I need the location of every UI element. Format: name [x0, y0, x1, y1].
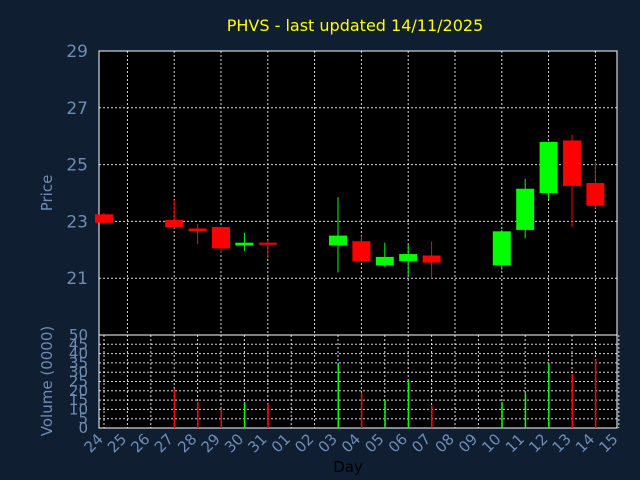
volume-bar	[337, 362, 339, 428]
day-tick-label: 30	[221, 430, 247, 456]
day-tick-label: 27	[151, 430, 177, 456]
day-tick-label: 03	[315, 430, 341, 456]
volume-bar	[360, 392, 363, 428]
volume-panel	[98, 334, 618, 429]
candle-body	[165, 219, 184, 228]
volume-tick-label: 5	[78, 410, 88, 428]
day-tick-label: 09	[455, 430, 481, 456]
day-tick-label: 02	[291, 430, 317, 456]
candle-body	[586, 183, 605, 206]
candle-body	[329, 235, 347, 246]
day-tick-label: 14	[572, 430, 598, 456]
price-tick-label: 21	[66, 269, 88, 289]
day-tick-label: 26	[127, 430, 153, 456]
volume-bar	[571, 374, 573, 428]
volume-bar	[267, 403, 269, 428]
day-tick-label: 05	[361, 430, 387, 456]
volume-bar	[431, 405, 433, 428]
candle-body	[539, 141, 558, 193]
day-tick-label: 01	[268, 430, 294, 456]
volume-bar	[197, 401, 199, 428]
price-tick-label: 27	[66, 99, 88, 119]
candle-body	[352, 241, 371, 262]
day-tick-label: 06	[385, 430, 411, 456]
price-tick-label: 23	[66, 212, 88, 232]
volume-bar	[384, 400, 386, 428]
candle-body	[492, 231, 511, 266]
candlestick-series	[95, 134, 605, 279]
candle-body	[258, 242, 277, 245]
candle-body	[212, 227, 230, 249]
volume-bar	[501, 401, 503, 428]
day-tick-label: 31	[244, 430, 270, 456]
price-axis-label: Price	[38, 175, 56, 212]
candle-body	[563, 140, 581, 186]
day-tick-label: 25	[104, 430, 130, 456]
volume-bar	[594, 359, 597, 428]
volume-bar	[173, 388, 176, 428]
day-tick-label: 11	[502, 430, 528, 456]
price-axis: 29 27 25 23 21	[66, 42, 88, 289]
day-tick-label: 04	[338, 430, 364, 456]
day-tick-label: 10	[478, 430, 504, 456]
candle-body	[516, 188, 535, 230]
candle-body	[188, 228, 207, 232]
candle-body	[235, 242, 254, 246]
day-axis-label: Day	[333, 458, 363, 476]
volume-bar	[220, 409, 222, 428]
day-tick-label: 15	[595, 430, 621, 456]
volume-tick-label: 25	[69, 373, 88, 391]
volume-tick-label: 10	[69, 400, 88, 418]
price-tick-label: 25	[66, 156, 88, 176]
volume-tick-label: 45	[69, 335, 88, 353]
volume-bar	[243, 401, 246, 428]
candle-body	[399, 254, 418, 262]
day-tick-label: 28	[174, 430, 200, 456]
volume-bar	[548, 362, 550, 428]
day-axis: 2425262728293031010203040506070809101112…	[81, 430, 622, 456]
volume-tick-label: 40	[69, 345, 88, 363]
day-tick-label: 08	[432, 430, 458, 456]
candle-body	[95, 214, 113, 223]
volume-tick-label: 15	[69, 391, 88, 409]
volume-tick-label: 0	[78, 419, 88, 437]
price-panel	[98, 50, 618, 336]
day-tick-label: 13	[549, 430, 575, 456]
volume-bar	[524, 392, 527, 428]
volume-tick-label: 30	[69, 363, 88, 381]
volume-axis-label: Volume (0000)	[38, 326, 56, 436]
volume-tick-label: 50	[69, 326, 88, 344]
volume-tick-label: 35	[69, 354, 88, 372]
day-tick-label: 29	[198, 430, 224, 456]
volume-tick-label: 20	[69, 382, 88, 400]
price-tick-label: 29	[66, 42, 88, 62]
candle-body	[375, 256, 394, 266]
day-tick-label: 07	[408, 430, 434, 456]
day-tick-label: 12	[525, 430, 551, 456]
volume-series	[173, 359, 597, 428]
volume-bar	[407, 379, 410, 428]
chart-title: PHVS - last updated 14/11/2025	[227, 16, 484, 35]
candle-body	[422, 255, 441, 263]
